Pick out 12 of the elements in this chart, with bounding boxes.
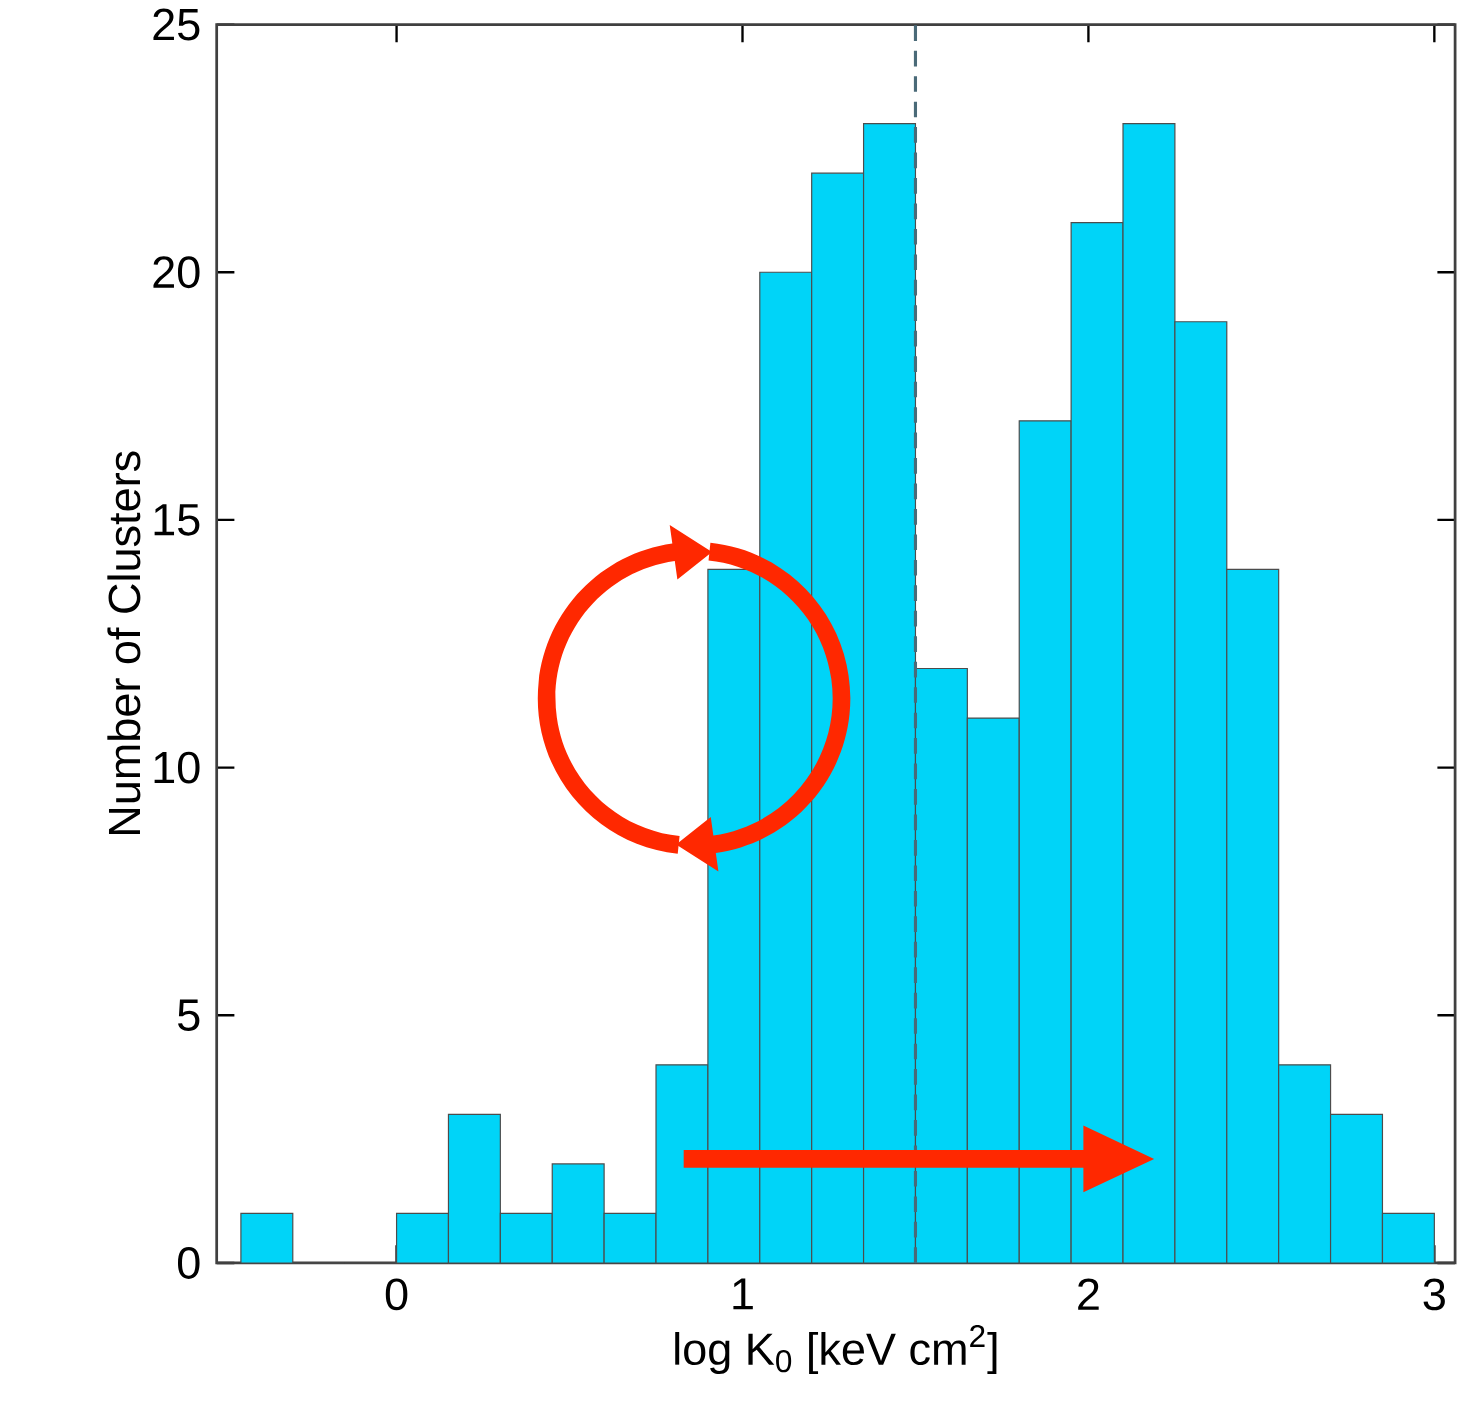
y-tick-label: 5 [178, 999, 200, 1031]
y-tick-label: 0 [177, 1246, 200, 1279]
x-axis-title: log K$_{0}$ [keV cm$^{2}$] [675, 1324, 997, 1374]
y-tick-label: 15 [154, 504, 200, 536]
x-tick-label: 2 [1078, 1278, 1099, 1310]
x-tick-label: 3 [1423, 1278, 1445, 1311]
x-tick-label: 1 [733, 1278, 753, 1310]
y-tick-label: 20 [153, 256, 200, 289]
y-axis-title: Number of Clusters [107, 451, 141, 834]
y-tick-label: 10 [154, 751, 200, 784]
y-tick-label: 25 [153, 8, 200, 41]
x-tick-label: 0 [385, 1278, 408, 1311]
